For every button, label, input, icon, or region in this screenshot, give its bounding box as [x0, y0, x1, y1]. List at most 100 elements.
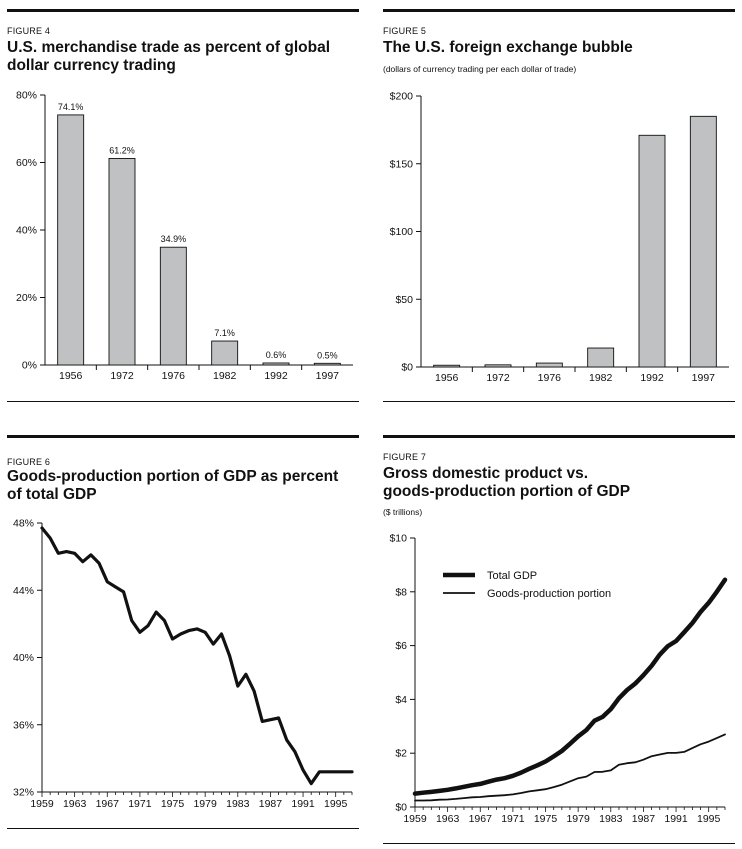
legend-label: Goods-production portion — [487, 588, 611, 600]
figure-4-panel: FIGURE 4 U.S. merchandise trade as perce… — [7, 9, 359, 403]
x-tick-label: 1967 — [96, 798, 120, 810]
data-label: 0.6% — [266, 350, 287, 360]
series-line-1 — [412, 577, 728, 796]
x-tick-label: 1995 — [697, 813, 721, 825]
bar — [159, 246, 187, 366]
top-rule — [7, 435, 359, 438]
series-line-1 — [40, 526, 354, 786]
x-tick-label: 1992 — [264, 370, 288, 382]
bar — [433, 364, 461, 368]
x-tick-label: 1971 — [501, 813, 525, 825]
data-label: 61.2% — [109, 145, 135, 155]
x-tick-label: 1956 — [59, 370, 83, 382]
legend-label: Total GDP — [487, 570, 537, 582]
bar-chart: 0% 20% 40% 60% 80% 1956 74.1% 1972 61.2% 1976 34.9… — [16, 90, 353, 382]
top-rule — [383, 9, 735, 12]
bar — [638, 134, 666, 368]
bottom-rule — [7, 828, 359, 829]
figure-label: FIGURE 7 — [383, 452, 427, 462]
bar — [262, 362, 290, 366]
y-tick-label: $4 — [395, 694, 407, 706]
bar — [689, 115, 717, 368]
x-tick-label: 1959 — [30, 798, 54, 810]
y-tick-label: 80% — [16, 90, 37, 102]
x-tick-label: 1982 — [589, 372, 613, 384]
data-label: 34.9% — [161, 234, 187, 244]
title-line: dollar currency trading — [7, 57, 176, 74]
x-tick-label: 1979 — [193, 798, 217, 810]
title-line: Goods-production portion of GDP as perce… — [7, 468, 339, 485]
top-rule — [7, 9, 359, 12]
x-tick-label: 1971 — [128, 798, 152, 810]
figure-title: U.S. merchandise trade as percent of glo… — [7, 39, 330, 75]
bottom-rule — [383, 401, 735, 402]
x-tick-label: 1987 — [259, 798, 283, 810]
y-tick-label: 20% — [16, 292, 37, 304]
bottom-rule — [7, 401, 359, 402]
y-tick-label: 0% — [22, 360, 37, 372]
data-label: 74.1% — [58, 102, 84, 112]
series-line-2 — [414, 733, 726, 802]
y-tick-label: $100 — [390, 226, 414, 238]
y-tick-label: $0 — [395, 802, 407, 814]
figure-label: FIGURE 5 — [383, 26, 427, 36]
x-tick-label: 1975 — [534, 813, 558, 825]
x-tick-label: 1991 — [291, 798, 315, 810]
y-tick-label: 48% — [13, 518, 34, 530]
bar — [587, 347, 615, 368]
bar — [211, 340, 239, 366]
y-tick-label: 32% — [13, 787, 34, 799]
x-tick-label: 1992 — [640, 372, 664, 384]
x-tick-label: 1982 — [213, 370, 237, 382]
y-tick-label: 60% — [16, 157, 37, 169]
y-tick-label: $6 — [395, 640, 407, 652]
x-tick-label: 1991 — [664, 813, 688, 825]
figure-label: FIGURE 6 — [7, 457, 51, 467]
x-tick-label: 1972 — [110, 370, 134, 382]
figure-title: Goods-production portion of GDP as perce… — [7, 468, 338, 504]
x-tick-label: 1959 — [403, 813, 427, 825]
bottom-rule — [383, 843, 735, 844]
figure-6-panel: FIGURE 6 Goods-production portion of GDP… — [7, 435, 359, 830]
data-label: 0.5% — [317, 350, 338, 360]
bar — [108, 157, 136, 366]
x-tick-label: 1967 — [469, 813, 493, 825]
figure-title: Gross domestic product vs. goods-product… — [383, 465, 630, 501]
x-tick-label: 1983 — [599, 813, 623, 825]
y-tick-label: $150 — [390, 158, 414, 170]
top-rule — [383, 435, 735, 438]
bar — [484, 364, 512, 368]
x-tick-label: 1976 — [538, 372, 562, 384]
x-tick-label: 1972 — [486, 372, 510, 384]
title-line: The U.S. foreign exchange bubble — [383, 39, 633, 56]
bar — [313, 362, 341, 366]
y-tick-label: $200 — [390, 91, 414, 103]
figure-7-panel: FIGURE 7 Gross domestic product vs. good… — [383, 435, 735, 845]
x-tick-label: 1976 — [162, 370, 186, 382]
x-tick-label: 1963 — [436, 813, 460, 825]
bar — [57, 114, 85, 366]
x-tick-label: 1997 — [316, 370, 340, 382]
bar-chart: $0 $50 $100 $150 $200 1956 1972 1976 1982 1992 199… — [390, 91, 729, 384]
figure-title: The U.S. foreign exchange bubble — [383, 39, 633, 57]
title-line: Gross domestic product vs. — [383, 465, 588, 482]
x-tick-label: 1997 — [692, 372, 716, 384]
y-tick-label: $50 — [395, 294, 413, 306]
y-tick-label: $2 — [395, 748, 407, 760]
figure-subtitle: (dollars of currency trading per each do… — [383, 64, 577, 74]
title-line: of total GDP — [7, 486, 97, 503]
line-chart: 32% 36% 40% 44% 48% 1959 1963 1967 1971 1975 1979 1… — [13, 518, 354, 810]
y-tick-label: 40% — [16, 225, 37, 237]
y-tick-label: $8 — [395, 586, 407, 598]
x-tick-label: 1995 — [324, 798, 348, 810]
y-tick-label: $0 — [401, 362, 413, 374]
figure-subtitle: ($ trillions) — [383, 507, 423, 517]
title-line: goods-production portion of GDP — [383, 483, 631, 500]
y-tick-label: 40% — [13, 652, 34, 664]
x-tick-label: 1987 — [632, 813, 656, 825]
bar — [535, 362, 563, 368]
x-tick-label: 1956 — [435, 372, 459, 384]
data-label: 7.1% — [214, 328, 235, 338]
title-line: U.S. merchandise trade as percent of glo… — [7, 39, 331, 56]
x-tick-label: 1979 — [566, 813, 590, 825]
